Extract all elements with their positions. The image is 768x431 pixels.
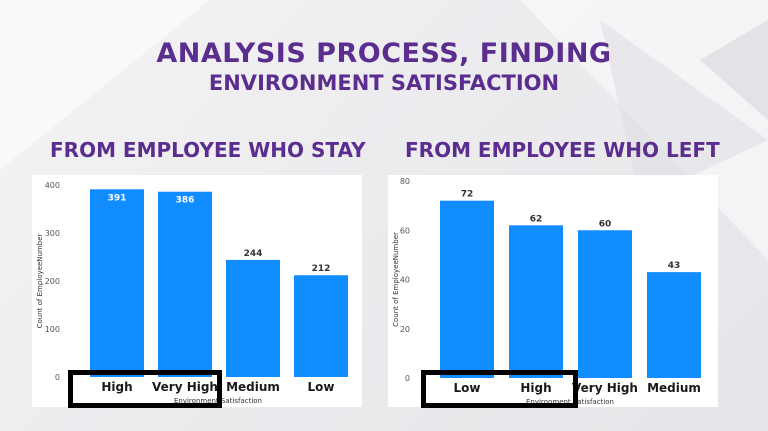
page-title: ANALYSIS PROCESS, FINDING — [156, 38, 612, 69]
x-tick-label-medium: Medium — [226, 380, 280, 394]
y-tick-label: 0 — [55, 373, 60, 382]
y-tick-label: 400 — [45, 181, 60, 190]
chart-card-stay: 0 100 200 300 400 Count of EmployeeNumber Envi… — [32, 175, 362, 407]
highlight-box-stay — [68, 370, 222, 408]
bar-high — [90, 189, 144, 377]
chart-card-left: 0 20 40 60 80 Count of EmployeeNumber Environm… — [388, 175, 718, 407]
data-label-medium: 43 — [668, 261, 681, 271]
y-tick-label: 0 — [405, 374, 410, 383]
chart-title-left: FROM EMPLOYEE WHO LEFT — [405, 138, 720, 162]
data-label-medium: 244 — [244, 249, 263, 259]
x-tick-label-low: Low — [454, 381, 481, 395]
data-label-very-high: 386 — [176, 196, 195, 206]
bar-chart-left: 0 20 40 60 80 Count of EmployeeNumber Environm… — [392, 177, 701, 406]
data-label-low: 72 — [461, 190, 474, 200]
x-tick-label-very-high: Very High — [152, 380, 218, 394]
bar-low — [294, 275, 348, 377]
x-tick-label-low: Low — [308, 380, 335, 394]
data-label-low: 212 — [312, 264, 331, 274]
bar-high — [509, 225, 563, 378]
bar-medium — [647, 272, 701, 378]
bar-very-high — [158, 191, 212, 377]
bar-medium — [226, 259, 280, 377]
y-tick-label: 60 — [400, 226, 410, 235]
x-tick-label-very-high: Very High — [572, 381, 638, 395]
y-tick-label: 40 — [400, 276, 410, 285]
chart-title-stay: FROM EMPLOYEE WHO STAY — [50, 138, 366, 162]
data-label-high: 62 — [530, 214, 543, 224]
x-tick-label-high: High — [520, 381, 551, 395]
data-label-high: 391 — [108, 193, 127, 203]
x-tick-label-high: High — [101, 380, 132, 394]
bar-very-high — [578, 230, 632, 378]
page-subtitle: ENVIRONMENT SATISFACTION — [208, 71, 560, 95]
y-tick-label: 300 — [45, 229, 60, 238]
x-axis-label: Environment Satisfaction — [526, 398, 614, 406]
highlight-box-left — [421, 370, 578, 408]
y-tick-label: 80 — [400, 177, 410, 186]
x-tick-label-medium: Medium — [647, 381, 701, 395]
y-axis-label: Count of EmployeeNumber — [392, 232, 400, 327]
y-tick-label: 100 — [45, 325, 60, 334]
y-axis-label: Count of EmployeeNumber — [36, 233, 44, 328]
bar-low — [440, 200, 494, 378]
y-tick-label: 200 — [45, 277, 60, 286]
data-label-very-high: 60 — [599, 219, 612, 229]
y-tick-label: 20 — [400, 325, 410, 334]
